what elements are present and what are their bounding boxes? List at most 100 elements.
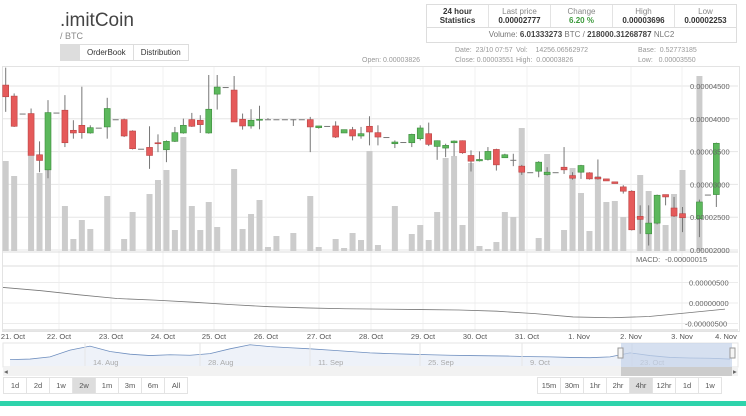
tab-chart[interactable]	[61, 45, 80, 60]
candle[interactable]	[256, 118, 263, 121]
interval-button[interactable]: 15m	[537, 377, 561, 394]
interval-button[interactable]: 2hr	[606, 377, 630, 394]
candle[interactable]	[670, 207, 678, 217]
candle[interactable]	[425, 133, 433, 145]
candle[interactable]	[510, 159, 517, 161]
candle[interactable]	[518, 165, 526, 173]
candle[interactable]	[374, 132, 382, 138]
tab-orderbook[interactable]: OrderBook	[80, 45, 134, 60]
candle[interactable]	[129, 130, 136, 150]
candle[interactable]	[138, 148, 145, 150]
candle[interactable]	[281, 119, 288, 121]
candle[interactable]	[535, 161, 542, 172]
candle[interactable]	[603, 178, 610, 182]
candle[interactable]	[230, 89, 238, 123]
candle[interactable]	[416, 127, 424, 139]
range-button[interactable]: 1d	[3, 377, 27, 394]
candle[interactable]	[171, 132, 179, 142]
candle[interactable]	[53, 112, 60, 114]
candle[interactable]	[196, 119, 204, 125]
scroll-right-arrow-icon[interactable]: ▸	[733, 367, 737, 376]
candle[interactable]	[619, 186, 627, 192]
candle[interactable]	[19, 113, 26, 115]
candle[interactable]	[569, 175, 576, 179]
candle[interactable]	[188, 119, 196, 127]
candle[interactable]	[103, 108, 111, 128]
candle[interactable]	[560, 166, 568, 171]
candle[interactable]	[112, 119, 119, 121]
candle[interactable]	[467, 155, 475, 162]
candle[interactable]	[332, 125, 339, 138]
range-button[interactable]: 2d	[26, 377, 50, 394]
candle[interactable]	[594, 176, 602, 180]
candle[interactable]	[163, 141, 170, 151]
interval-button[interactable]: 12hr	[652, 377, 676, 394]
candle[interactable]	[349, 129, 356, 137]
candle[interactable]	[290, 119, 297, 121]
candle[interactable]	[391, 141, 399, 145]
range-button[interactable]: 1w	[49, 377, 73, 394]
candle[interactable]	[696, 201, 703, 220]
range-button[interactable]: 1m	[95, 377, 119, 394]
range-button[interactable]: 6m	[141, 377, 165, 394]
candle[interactable]	[222, 87, 229, 89]
candle[interactable]	[450, 140, 458, 144]
interval-button[interactable]: 30m	[560, 377, 584, 394]
tab-distribution[interactable]: Distribution	[140, 48, 181, 57]
candle[interactable]	[645, 222, 652, 235]
candle[interactable]	[324, 125, 331, 127]
candle[interactable]	[213, 86, 221, 95]
candle[interactable]	[315, 125, 323, 128]
candle[interactable]	[306, 119, 314, 128]
interval-button[interactable]: 4hr	[629, 377, 653, 394]
candle[interactable]	[662, 194, 669, 198]
candle[interactable]	[653, 194, 661, 224]
candle[interactable]	[95, 127, 102, 129]
candle[interactable]	[264, 119, 271, 121]
candle[interactable]	[357, 133, 365, 137]
navigator-handle-right[interactable]	[729, 347, 736, 359]
interval-button[interactable]: 1hr	[583, 377, 607, 394]
candle[interactable]	[70, 129, 77, 134]
candle[interactable]	[205, 108, 213, 134]
candle[interactable]	[611, 181, 619, 184]
range-button[interactable]: 2w	[72, 377, 96, 394]
navigator-handle-left[interactable]	[617, 347, 624, 359]
range-button[interactable]: All	[164, 377, 188, 394]
candle[interactable]	[154, 142, 162, 145]
candle[interactable]	[408, 134, 416, 144]
candle[interactable]	[628, 190, 636, 231]
candle[interactable]	[713, 142, 720, 195]
candle[interactable]	[180, 124, 187, 134]
candle[interactable]	[636, 216, 644, 220]
range-button[interactable]: 3m	[118, 377, 142, 394]
candle[interactable]	[120, 119, 128, 137]
candle[interactable]	[340, 129, 348, 134]
scrollbar-thumb[interactable]	[621, 367, 732, 376]
candle[interactable]	[552, 172, 559, 174]
candle[interactable]	[239, 118, 246, 127]
candle[interactable]	[273, 119, 280, 121]
candle[interactable]	[36, 154, 43, 161]
interval-button[interactable]: 1w	[698, 377, 722, 394]
candle[interactable]	[10, 95, 18, 127]
candle[interactable]	[476, 159, 483, 162]
candle[interactable]	[146, 147, 153, 156]
candle[interactable]	[433, 140, 441, 147]
scroll-left-arrow-icon[interactable]: ◂	[4, 367, 8, 376]
candle[interactable]	[298, 119, 305, 121]
candle[interactable]	[501, 154, 509, 159]
candle[interactable]	[400, 142, 407, 144]
scrollbar-track[interactable]	[3, 367, 738, 376]
candle[interactable]	[679, 213, 686, 219]
candle[interactable]	[366, 125, 373, 133]
candle[interactable]	[27, 113, 35, 156]
interval-button[interactable]: 1d	[675, 377, 699, 394]
candle[interactable]	[247, 119, 255, 127]
candle[interactable]	[484, 151, 492, 160]
candle[interactable]	[44, 112, 52, 171]
candle[interactable]	[493, 149, 500, 166]
navigator-selection[interactable]	[621, 343, 732, 367]
candle[interactable]	[78, 124, 86, 133]
